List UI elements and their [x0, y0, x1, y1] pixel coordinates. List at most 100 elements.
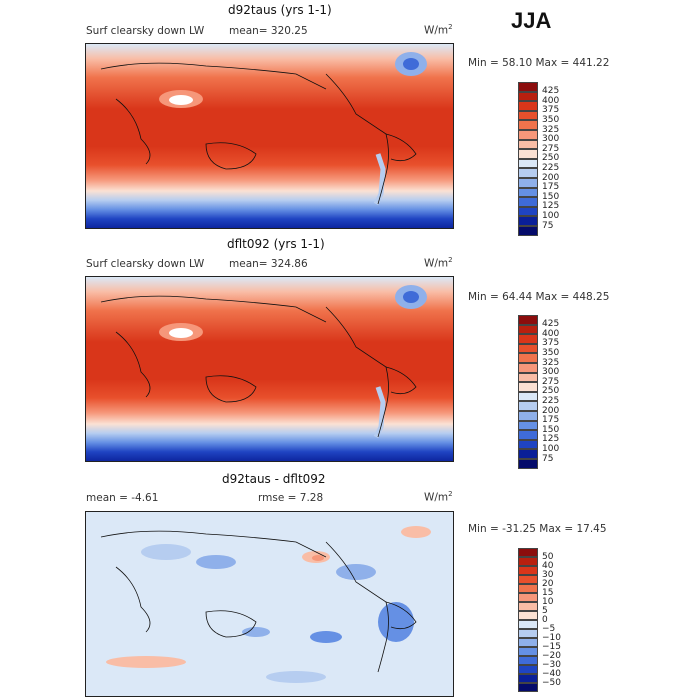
panel-1-map-svg [86, 44, 453, 228]
colorbar-swatch [518, 149, 538, 159]
colorbar-tick-label: −50 [542, 677, 561, 688]
colorbar-tick-label: 425 [542, 86, 560, 97]
colorbar-tick-label: 125 [542, 201, 560, 212]
colorbar-tick-label: 100 [542, 443, 560, 454]
colorbar-tick-label: −20 [542, 650, 561, 661]
panel-3-rmse: rmse = 7.28 [258, 492, 324, 504]
panel-1-map [85, 43, 454, 229]
colorbar-tick-label: 40 [542, 560, 554, 571]
colorbar-tick-label: 225 [542, 162, 560, 173]
colorbar-tick-label: 15 [542, 587, 554, 598]
colorbar-swatch [518, 391, 538, 402]
colorbar-tick-label: 325 [542, 357, 560, 368]
colorbar-tick-label: 10 [542, 596, 554, 607]
colorbar-swatch [518, 101, 538, 111]
colorbar-swatch [518, 197, 538, 207]
panel-3-map-svg [86, 512, 453, 696]
colorbar-tick-label: 350 [542, 114, 560, 125]
colorbar-swatch [518, 439, 538, 450]
colorbar-tick-label: 175 [542, 182, 560, 193]
colorbar-tick-label: 425 [542, 319, 560, 330]
colorbar-tick-label: 275 [542, 143, 560, 154]
panel-2-minmax: Min = 64.44 Max = 448.25 [468, 291, 610, 303]
panel-2-title: dflt092 (yrs 1-1) [227, 237, 325, 251]
colorbar-swatch [518, 130, 538, 140]
panel-3-colorbar: 50 40 30 20 15 10 5 0 −5 −10 −15 −20 −30 −40 −50 [518, 548, 578, 693]
colorbar-swatch [518, 216, 538, 226]
colorbar-tick-label: 300 [542, 134, 560, 145]
colorbar-swatch [518, 638, 538, 647]
colorbar-swatch [518, 315, 538, 325]
panel-2-mean: mean= 324.86 [229, 258, 308, 270]
panel-1-units: W/m2 [424, 23, 453, 37]
panel-3-minmax: Min = -31.25 Max = 17.45 [468, 523, 607, 535]
panel-3-units: W/m2 [424, 490, 453, 504]
colorbar-tick-label: −10 [542, 632, 561, 643]
panel-2-map [85, 276, 454, 462]
colorbar-swatch [518, 363, 538, 373]
colorbar-swatch [518, 158, 538, 169]
colorbar-swatch [518, 401, 538, 411]
season-label: JJA [511, 8, 552, 33]
colorbar-tick-label: 250 [542, 386, 560, 397]
colorbar-swatch [518, 575, 538, 584]
panel-3-mean: mean = -4.61 [86, 492, 159, 504]
colorbar-swatch [518, 557, 538, 566]
colorbar-tick-label: 20 [542, 578, 554, 589]
colorbar-swatch [518, 674, 538, 683]
panel-1-mean: mean= 320.25 [229, 25, 308, 37]
colorbar-swatch [518, 647, 538, 656]
colorbar-swatch [518, 187, 538, 198]
colorbar-tick-label: 150 [542, 424, 560, 435]
panel-1-variable-label: Surf clearsky down LW [86, 25, 205, 37]
colorbar-tick-label: 75 [542, 453, 554, 464]
colorbar-swatch [518, 602, 538, 611]
colorbar-swatch [518, 584, 538, 593]
colorbar-tick-label: 75 [542, 220, 554, 231]
colorbar-tick-label: 250 [542, 153, 560, 164]
colorbar-swatch [518, 226, 538, 236]
colorbar-swatch [518, 324, 538, 335]
colorbar-swatch [518, 382, 538, 392]
panel-1-minmax: Min = 58.10 Max = 441.22 [468, 57, 610, 69]
colorbar-swatch [518, 620, 538, 629]
panel-1-title: d92taus (yrs 1-1) [228, 3, 332, 17]
colorbar-tick-label: 200 [542, 172, 560, 183]
colorbar-swatch [518, 629, 538, 638]
colorbar-swatch [518, 372, 538, 383]
colorbar-tick-label: 275 [542, 376, 560, 387]
colorbar-tick-label: 225 [542, 395, 560, 406]
colorbar-swatch [518, 82, 538, 92]
colorbar-tick-label: 400 [542, 95, 560, 106]
colorbar-tick-label: 375 [542, 338, 560, 349]
colorbar-swatch [518, 110, 538, 121]
colorbar-swatch [518, 548, 538, 557]
colorbar-tick-label: 350 [542, 347, 560, 358]
panel-2-units: W/m2 [424, 256, 453, 270]
colorbar-swatch [518, 593, 538, 602]
colorbar-tick-label: 175 [542, 415, 560, 426]
colorbar-tick-label: 375 [542, 105, 560, 116]
colorbar-tick-label: 325 [542, 124, 560, 135]
colorbar-tick-label: −40 [542, 668, 561, 679]
colorbar-swatch [518, 611, 538, 620]
colorbar-swatch [518, 656, 538, 665]
colorbar-swatch [518, 420, 538, 431]
colorbar-swatch [518, 683, 538, 692]
panel-2-variable-label: Surf clearsky down LW [86, 258, 205, 270]
colorbar-tick-label: 400 [542, 328, 560, 339]
colorbar-swatch [518, 139, 538, 150]
colorbar-swatch [518, 430, 538, 440]
panel-2-map-svg [86, 277, 453, 461]
colorbar-tick-label: 125 [542, 434, 560, 445]
colorbar-swatch [518, 178, 538, 188]
colorbar-tick-label: 5 [542, 605, 548, 616]
panel-3-map [85, 511, 454, 697]
colorbar-tick-label: 100 [542, 210, 560, 221]
colorbar-swatch [518, 449, 538, 459]
colorbar-tick-label: −15 [542, 641, 561, 652]
panel-1-colorbar: 425 400 375 350 325 300 275 250 225 200 175 150 125 1… [518, 82, 578, 242]
colorbar-tick-label: −30 [542, 659, 561, 670]
colorbar-swatch [518, 168, 538, 178]
colorbar-tick-label: 300 [542, 367, 560, 378]
